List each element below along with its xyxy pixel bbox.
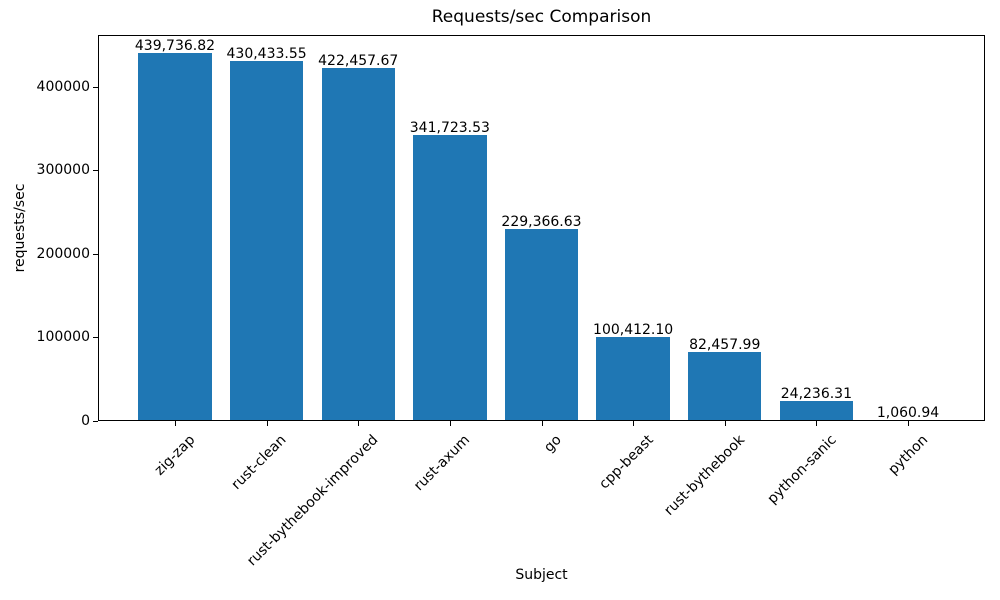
x-tick-label: python-sanic <box>764 432 840 508</box>
bar-value-label: 100,412.10 <box>593 322 674 339</box>
x-tick <box>541 421 543 426</box>
y-tick-label: 200000 <box>36 245 90 262</box>
y-tick <box>93 337 98 339</box>
y-tick <box>93 86 98 88</box>
x-tick <box>174 421 176 426</box>
bar <box>688 352 762 421</box>
bar-value-label: 82,457.99 <box>689 337 761 354</box>
bar <box>779 400 854 421</box>
x-tick <box>358 421 360 426</box>
x-tick-label: rust-bythebook <box>661 432 749 519</box>
bar <box>321 67 395 421</box>
y-tick <box>93 421 98 422</box>
x-tick-label: go <box>541 432 565 456</box>
plot-frame <box>98 35 985 421</box>
x-tick <box>724 421 726 426</box>
x-tick <box>449 421 451 426</box>
y-tick-label: 300000 <box>36 162 90 179</box>
bar-value-label: 439,736.82 <box>134 38 216 55</box>
y-tick <box>93 170 98 172</box>
bar <box>596 337 670 421</box>
bar-value-label: 229,366.63 <box>501 214 582 231</box>
bar-value-label: 422,457.67 <box>318 52 399 69</box>
x-tick-label: rust-clean <box>229 432 290 493</box>
bar-value-label: 341,723.53 <box>409 120 490 137</box>
bar-value-label: 430,433.55 <box>226 46 307 63</box>
bar <box>138 53 212 421</box>
chart-title: Requests/sec Comparison <box>431 7 652 27</box>
x-tick-label: rust-axum <box>411 432 474 495</box>
x-axis-label: Subject <box>515 567 568 583</box>
x-tick-label: python <box>885 432 932 478</box>
x-tick <box>816 421 818 426</box>
x-tick <box>633 421 635 426</box>
y-tick <box>93 253 98 255</box>
bar <box>413 135 487 421</box>
x-tick <box>266 421 268 426</box>
y-tick-label: 0 <box>81 413 90 429</box>
x-tick <box>908 421 910 426</box>
y-tick-label: 400000 <box>36 78 90 95</box>
bar <box>504 229 579 421</box>
x-tick-label: zig-zap <box>151 432 199 479</box>
bar-value-label: 24,236.31 <box>780 385 853 402</box>
y-tick-label: 100000 <box>36 329 90 346</box>
bar <box>229 61 304 421</box>
x-tick-label: cpp-beast <box>596 432 657 493</box>
bar-value-label: 1,060.94 <box>876 405 940 422</box>
